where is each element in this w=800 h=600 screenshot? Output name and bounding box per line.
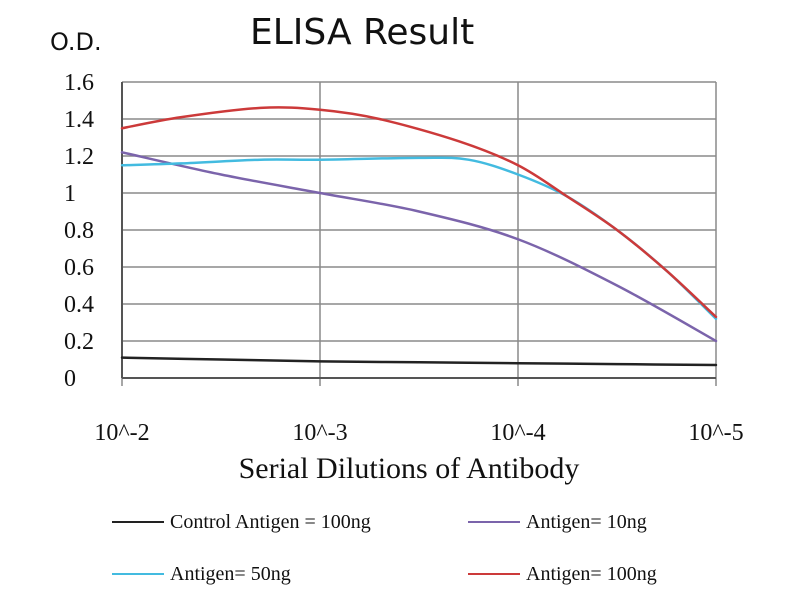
- series-line-antigen-10ng: [120, 151, 718, 343]
- legend-label-10ng: Antigen= 10ng: [526, 510, 647, 533]
- legend-item-control-antigen: Control Antigen = 100ng: [112, 508, 371, 536]
- y-tick-label: 1.6: [64, 70, 94, 96]
- legend-label-50ng: Antigen= 50ng: [170, 562, 291, 585]
- y-tick-label: 0.6: [64, 255, 94, 281]
- legend-swatch-10ng: [468, 521, 520, 523]
- x-tick-label: 10^-5: [688, 420, 743, 446]
- y-tick-label: 1: [64, 181, 76, 207]
- y-axis-label: O.D.: [50, 28, 102, 56]
- legend-item-antigen-100ng: Antigen= 100ng: [468, 560, 657, 588]
- y-tick-label: 1.2: [64, 144, 94, 170]
- y-tick-label: 0.4: [64, 292, 94, 318]
- legend-swatch-50ng: [112, 573, 164, 575]
- legend-item-antigen-10ng: Antigen= 10ng: [468, 508, 647, 536]
- legend-swatch-control: [112, 521, 164, 523]
- series-line-antigen-100ng: [120, 106, 718, 319]
- chart-title: ELISA Result: [250, 12, 475, 53]
- y-tick-label: 0: [64, 366, 76, 392]
- y-tick-label: 0.2: [64, 329, 94, 355]
- legend-item-antigen-50ng: Antigen= 50ng: [112, 560, 291, 588]
- legend-swatch-100ng: [468, 573, 520, 575]
- x-tick-label: 10^-2: [94, 420, 149, 446]
- series-line-control-antigen: [120, 356, 718, 367]
- y-tick-label: 1.4: [64, 107, 94, 133]
- x-tick-label: 10^-4: [490, 420, 545, 446]
- x-axis-label: Serial Dilutions of Antibody: [238, 452, 580, 485]
- y-tick-label: 0.8: [64, 218, 94, 244]
- legend-label-100ng: Antigen= 100ng: [526, 562, 657, 585]
- legend-label-control: Control Antigen = 100ng: [170, 510, 371, 533]
- x-tick-label: 10^-3: [292, 420, 347, 446]
